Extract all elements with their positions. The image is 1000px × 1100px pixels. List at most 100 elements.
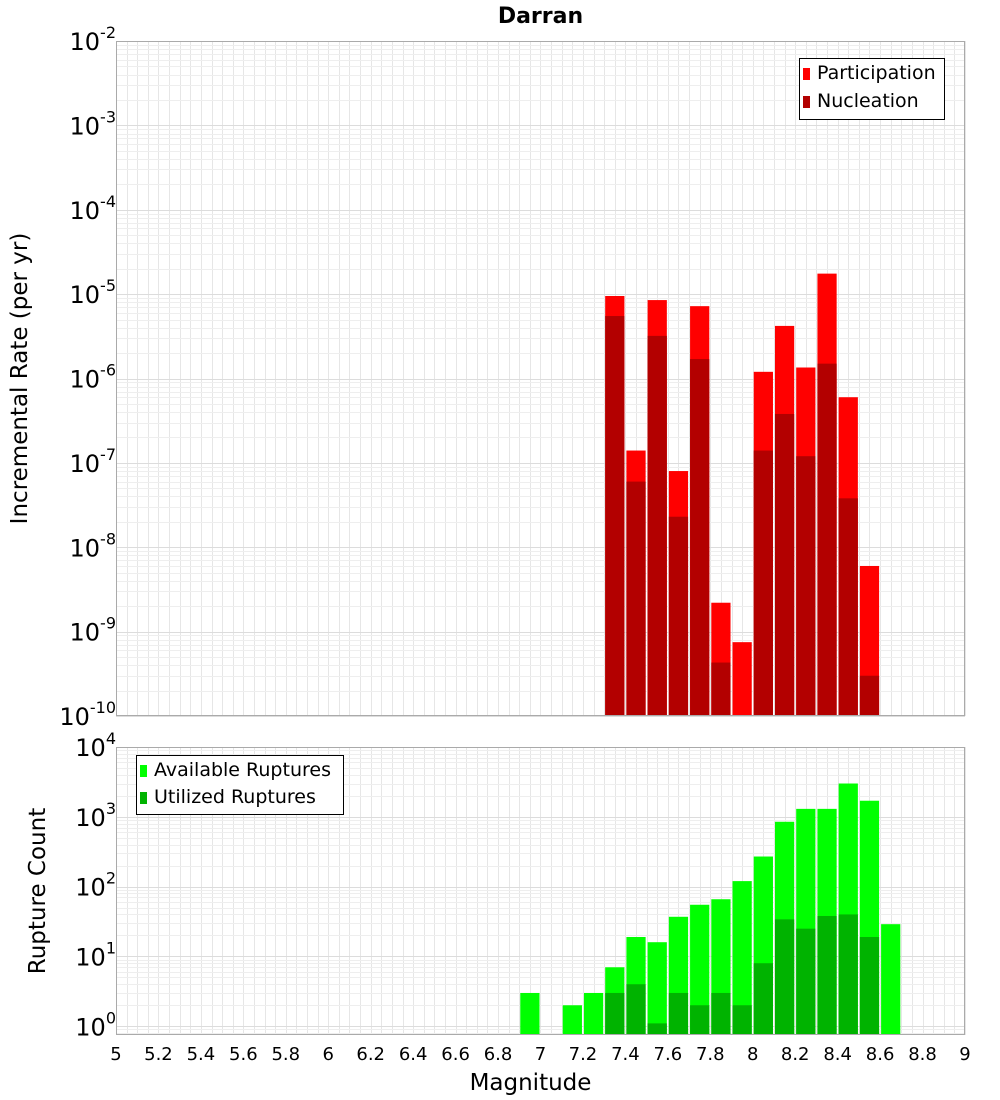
y-tick-exponent: -2	[100, 23, 116, 42]
panel-rate: 10-210-310-410-510-610-710-810-910-10Inc…	[7, 4, 966, 731]
y-tick-exponent: -3	[100, 107, 116, 126]
bar-nucleation	[774, 413, 795, 716]
x-tick-label: 5.4	[187, 1044, 216, 1065]
bar-nucleation	[838, 498, 858, 716]
y-tick-label: 10-8	[70, 529, 117, 562]
y-tick-exponent: -9	[100, 614, 116, 633]
bar-utilized-ruptures	[690, 1005, 710, 1035]
x-tick-label: 7.8	[696, 1044, 725, 1065]
y-tick-exponent: -5	[100, 276, 116, 295]
grid	[116, 41, 966, 717]
x-tick-label: 8	[747, 1044, 758, 1065]
y-tick-exponent: 1	[106, 938, 116, 957]
y-tick-exponent: -8	[100, 529, 116, 548]
y-tick-base: 10	[70, 112, 101, 140]
bar-participation	[732, 642, 752, 716]
y-tick-base: 10	[75, 804, 106, 832]
bar-nucleation	[668, 516, 689, 716]
y-tick-exponent: -7	[100, 445, 116, 464]
x-tick-label: 7.2	[569, 1044, 598, 1065]
bar-available-ruptures	[520, 992, 540, 1035]
x-tick-label: 7.4	[611, 1044, 640, 1065]
bar-utilized-ruptures	[796, 928, 816, 1035]
y-tick-base: 10	[70, 28, 101, 56]
y-tick-label: 104	[75, 729, 116, 762]
bar-utilized-ruptures	[711, 992, 731, 1035]
y-tick-exponent: -6	[100, 361, 116, 380]
bar-utilized-ruptures	[817, 915, 837, 1035]
bar-nucleation	[605, 316, 625, 716]
participation-swatch	[803, 68, 810, 80]
x-tick-label: 5.6	[229, 1044, 258, 1065]
available-swatch	[140, 765, 147, 777]
x-tick-label: 6.2	[356, 1044, 385, 1065]
y-tick-exponent: 2	[106, 869, 116, 888]
x-tick-label: 6.4	[399, 1044, 428, 1065]
y-tick-exponent: 3	[106, 799, 116, 818]
y-tick-label: 10-3	[70, 107, 117, 140]
x-tick-label: 8.4	[823, 1044, 852, 1065]
y-axis-label: Rupture Count	[25, 808, 51, 974]
bar-nucleation	[753, 450, 773, 716]
x-tick-label: 5.2	[144, 1044, 173, 1065]
x-tick-label: 8.2	[781, 1044, 810, 1065]
x-tick-labels: 5 5.2 5.4 5.6 5.8 6 6.2 6.4 6.6 6.8 7 7.2 7.4 7.6 7.8 8…	[110, 1044, 970, 1065]
y-tick-base: 10	[75, 1013, 106, 1041]
y-tick-base: 10	[70, 366, 101, 394]
y-tick-base: 10	[70, 281, 101, 309]
bar-available-ruptures	[732, 881, 752, 1035]
count-legend: Available Ruptures Utilized Ruptures	[136, 755, 344, 815]
plot-border	[116, 41, 965, 716]
legend-label-participation: Participation	[817, 62, 936, 84]
y-tick-base: 10	[75, 943, 106, 971]
y-tick-label: 100	[75, 1008, 116, 1041]
y-tick-label: 10-5	[70, 276, 117, 309]
bar-nucleation	[626, 481, 646, 716]
bar-utilized-ruptures	[626, 984, 646, 1035]
x-tick-label: 6.6	[441, 1044, 470, 1065]
y-tick-label: 10-6	[70, 361, 117, 394]
x-tick-label: 7.6	[654, 1044, 683, 1065]
y-tick-exponent: 0	[106, 1008, 116, 1027]
x-tick-label: 8.6	[866, 1044, 895, 1065]
bar-available-ruptures	[647, 942, 667, 1035]
bar-nucleation	[796, 456, 816, 716]
bar-available-ruptures	[690, 904, 710, 1035]
bar-utilized-ruptures	[774, 919, 795, 1035]
x-tick-label: 6	[323, 1044, 334, 1065]
x-tick-label: 9	[959, 1044, 970, 1065]
bar-nucleation	[647, 335, 667, 716]
y-tick-label: 10-10	[59, 698, 116, 731]
bar-nucleation	[690, 359, 710, 716]
y-tick-label: 10-7	[70, 445, 117, 478]
y-tick-exponent: -10	[90, 698, 116, 717]
nucleation-swatch	[803, 96, 810, 108]
y-tick-exponent: -4	[100, 192, 116, 211]
x-axis-label: Magnitude	[470, 1070, 592, 1096]
legend-label-available: Available Ruptures	[154, 759, 331, 781]
chart-title: Darran	[498, 4, 583, 29]
series-utilized-ruptures	[605, 914, 880, 1035]
y-tick-label: 10-4	[70, 192, 117, 225]
bar-utilized-ruptures	[668, 992, 689, 1035]
x-tick-label: 5.8	[271, 1044, 300, 1065]
series-nucleation	[605, 316, 880, 716]
bar-utilized-ruptures	[838, 914, 858, 1035]
bar-nucleation	[859, 675, 880, 716]
x-tick-label: 7	[535, 1044, 546, 1065]
x-tick-label: 5	[110, 1044, 121, 1065]
x-tick-label: 6.8	[484, 1044, 513, 1065]
utilized-swatch	[140, 792, 147, 804]
y-tick-base: 10	[75, 874, 106, 902]
plot-border	[116, 747, 965, 1035]
y-tick-base: 10	[70, 534, 101, 562]
bar-available-ruptures	[562, 1005, 582, 1035]
y-tick-base: 10	[70, 619, 101, 647]
rate-legend: Participation Nucleation	[799, 58, 945, 120]
bar-utilized-ruptures	[647, 1023, 667, 1035]
y-tick-base: 10	[70, 450, 101, 478]
y-tick-base: 10	[59, 703, 90, 731]
